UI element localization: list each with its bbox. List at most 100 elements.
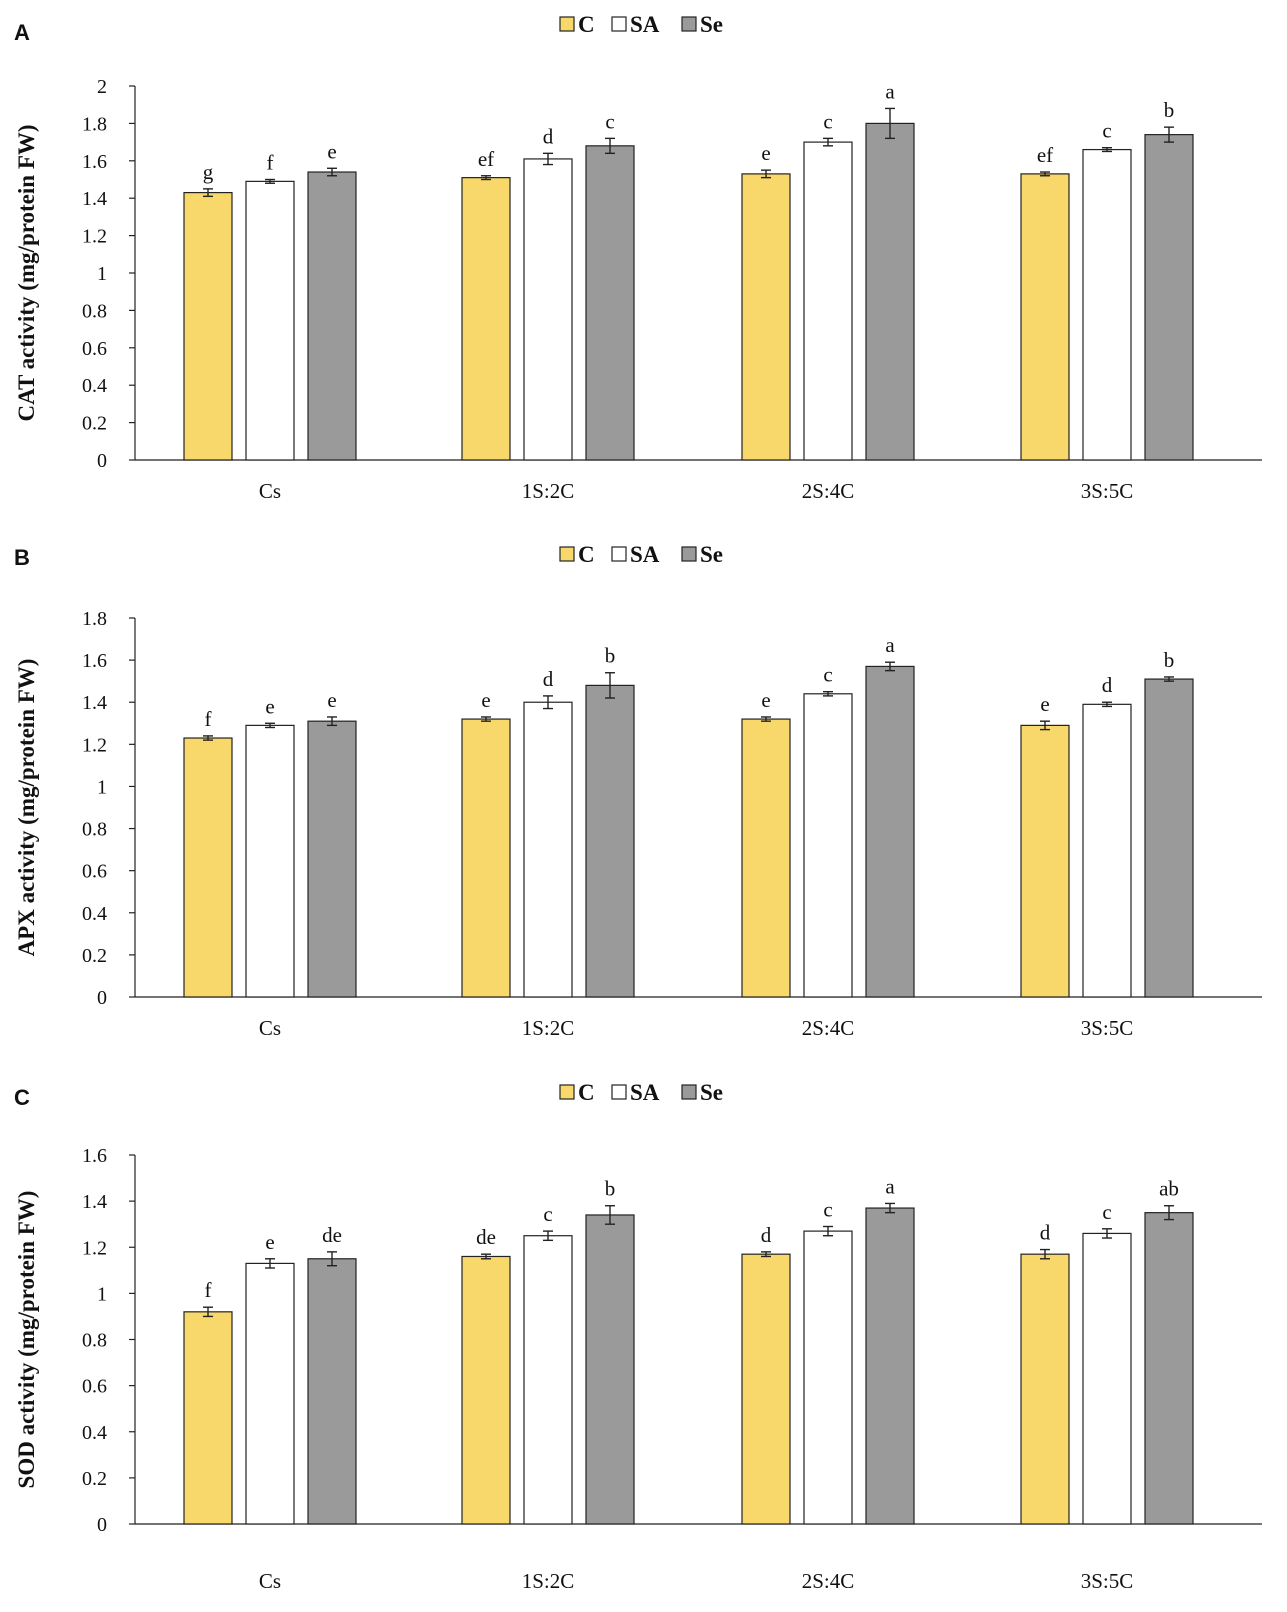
- y-tick-label: 1.2: [82, 734, 107, 756]
- bar-c: [1020, 173, 1070, 461]
- legend-label-c: C: [578, 1080, 595, 1105]
- significance-letter: e: [265, 694, 274, 718]
- legend-label-sa: SA: [630, 1080, 660, 1105]
- y-tick-label: 0.8: [82, 1330, 107, 1352]
- legend-swatch-c: [559, 546, 575, 562]
- x-category-label: Cs: [259, 479, 281, 503]
- bar-se: [307, 1258, 357, 1525]
- bar-c: [461, 177, 511, 461]
- significance-letter: d: [1040, 1221, 1051, 1245]
- bar-sa: [245, 1262, 295, 1525]
- legend-label-se: Se: [700, 12, 723, 37]
- x-category-label: Cs: [259, 1016, 281, 1040]
- y-tick-label: 1.8: [82, 113, 107, 135]
- y-axis-label: CAT activity (mg/protein FW): [14, 124, 39, 421]
- y-tick-label: 1: [97, 263, 107, 285]
- legend: C SA Se: [559, 542, 723, 567]
- significance-letter: c: [1102, 119, 1111, 143]
- bar-sa: [523, 1235, 573, 1525]
- bar-se: [585, 1214, 635, 1525]
- significance-letter: c: [543, 1202, 552, 1226]
- x-category-label: 1S:2C: [522, 1016, 575, 1040]
- bar-se: [865, 1207, 915, 1525]
- significance-letter: ef: [1037, 143, 1053, 167]
- legend: C SA Se: [559, 12, 723, 37]
- y-tick-label: 0.6: [82, 1376, 107, 1398]
- y-tick-label: 0.2: [82, 413, 107, 435]
- x-category-label: 1S:2C: [522, 1569, 575, 1593]
- bar-se: [307, 720, 357, 998]
- bar-sa: [523, 158, 573, 461]
- x-category-label: 1S:2C: [522, 479, 575, 503]
- y-tick-label: 0.2: [82, 945, 107, 967]
- significance-letter: f: [205, 707, 212, 731]
- y-tick-label: 1.4: [82, 188, 107, 210]
- y-tick-label: 0: [97, 450, 107, 472]
- x-category-label: 2S:4C: [802, 1016, 855, 1040]
- y-axis-label: SOD activity (mg/protein FW): [14, 1191, 39, 1489]
- legend-swatch-sa: [611, 546, 627, 562]
- bar-se: [585, 684, 635, 998]
- y-tick-label: 1.4: [82, 1191, 107, 1213]
- bar-c: [183, 737, 233, 998]
- y-tick-label: 0: [97, 987, 107, 1009]
- legend-swatch-sa: [611, 16, 627, 32]
- bar-se: [307, 171, 357, 461]
- significance-letter: g: [203, 160, 214, 184]
- legend-label-se: Se: [700, 542, 723, 567]
- significance-letter: c: [1102, 1200, 1111, 1224]
- bar-sa: [1082, 703, 1132, 998]
- y-tick-label: 1: [97, 1283, 107, 1305]
- y-tick-label: 0.4: [82, 903, 107, 925]
- x-category-label: 3S:5C: [1081, 1569, 1134, 1593]
- y-tick-label: 0.8: [82, 819, 107, 841]
- significance-letter: de: [322, 1223, 342, 1247]
- significance-letter: c: [823, 109, 832, 133]
- x-category-label: 3S:5C: [1081, 479, 1134, 503]
- significance-letter: de: [476, 1225, 496, 1249]
- bar-c: [1020, 1253, 1070, 1525]
- y-tick-label: 0.6: [82, 861, 107, 883]
- bar-c: [461, 718, 511, 998]
- bar-c: [741, 718, 791, 998]
- bar-c: [741, 173, 791, 461]
- legend-label-c: C: [578, 12, 595, 37]
- chart-panel-a: A C SA Se 0 0.2 0.4 0.6 0.8 1 1.2 1.4 1.6 1.8 2 CAT act…: [14, 12, 1262, 503]
- y-tick-label: 0: [97, 1514, 107, 1536]
- significance-letter: c: [823, 663, 832, 687]
- legend-swatch-se: [681, 546, 697, 562]
- bar-sa: [245, 180, 295, 461]
- bar-c: [461, 1255, 511, 1525]
- bar-se: [585, 145, 635, 461]
- y-tick-label: 1.8: [82, 608, 107, 630]
- significance-letter: e: [1040, 692, 1049, 716]
- significance-letter: e: [327, 688, 336, 712]
- legend-label-se: Se: [700, 1080, 723, 1105]
- bar-c: [1020, 724, 1070, 998]
- x-category-label: 2S:4C: [802, 479, 855, 503]
- bar-c: [741, 1253, 791, 1525]
- significance-letter: ab: [1159, 1177, 1179, 1201]
- significance-letter: f: [267, 151, 274, 175]
- significance-letter: e: [761, 688, 770, 712]
- y-axis-label: APX activity (mg/protein FW): [14, 659, 39, 957]
- y-tick-label: 2: [97, 76, 107, 98]
- x-category-label: 2S:4C: [802, 1569, 855, 1593]
- significance-letter: ef: [478, 147, 494, 171]
- significance-letter: b: [605, 1177, 616, 1201]
- y-tick-label: 0.4: [82, 1422, 107, 1444]
- significance-letter: a: [885, 79, 895, 103]
- bar-sa: [1082, 148, 1132, 461]
- legend-swatch-se: [681, 16, 697, 32]
- legend-swatch-c: [559, 1084, 575, 1100]
- bar-se: [865, 665, 915, 998]
- bar-se: [1144, 1212, 1194, 1525]
- y-tick-label: 1: [97, 776, 107, 798]
- significance-letter: c: [605, 109, 614, 133]
- significance-letter: f: [205, 1278, 212, 1302]
- significance-letter: e: [327, 139, 336, 163]
- significance-letter: a: [885, 633, 895, 657]
- significance-letter: e: [761, 141, 770, 165]
- significance-letter: d: [761, 1223, 772, 1247]
- bar-c: [183, 191, 233, 461]
